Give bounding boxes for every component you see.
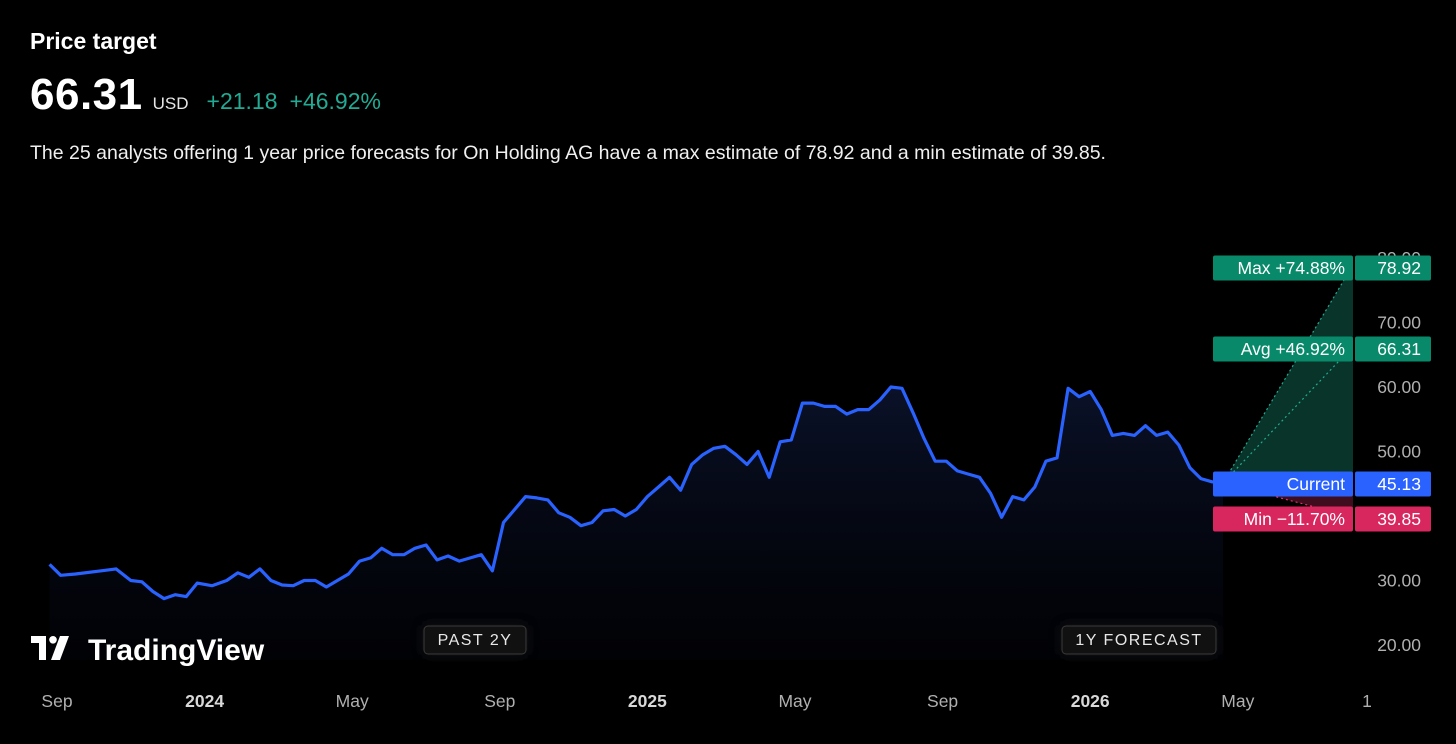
y-tick-label: 70.00 — [1377, 313, 1421, 333]
current-label-text: Current — [1287, 474, 1345, 494]
avg-label-bg — [1213, 336, 1353, 362]
price-area-fill — [49, 387, 1224, 660]
price-line — [48, 385, 1224, 601]
max-forecast-line — [1222, 264, 1354, 484]
current-value-text: 45.13 — [1377, 474, 1421, 494]
page-title: Price target — [30, 28, 157, 54]
max-label-group: Max +74.88% 78.92 — [1213, 255, 1431, 281]
avg-value-text: 66.31 — [1377, 339, 1421, 359]
y-tick-label: 50.00 — [1377, 442, 1421, 462]
x-tick-label: 2024 — [185, 691, 224, 711]
avg-label-text: Avg +46.92% — [1241, 339, 1345, 359]
price-row: 66.31 USD +21.18 +46.92% — [30, 70, 381, 120]
tradingview-logo-text: TradingView — [88, 634, 265, 667]
x-tick-label: Sep — [41, 691, 72, 711]
min-value-bg — [1355, 506, 1431, 532]
current-value-bg — [1355, 471, 1431, 497]
x-tick-label: Sep — [927, 691, 958, 711]
current-label-group: Current 45.13 — [1213, 471, 1431, 497]
x-tick-label: May — [1221, 691, 1254, 711]
current-label-bg — [1213, 471, 1353, 497]
x-tick-label: May — [778, 691, 811, 711]
y-tick-label: 60.00 — [1377, 377, 1421, 397]
min-label-bg — [1213, 506, 1353, 532]
max-value-bg — [1355, 255, 1431, 281]
analyst-description: The 25 analysts offering 1 year price fo… — [30, 142, 1106, 164]
avg-forecast-line — [1222, 345, 1354, 484]
y-tick-label: 30.00 — [1377, 571, 1421, 591]
change-percent: +46.92% — [289, 88, 381, 114]
avg-label-group: Avg +46.92% 66.31 — [1213, 336, 1431, 362]
currency-label: USD — [152, 94, 189, 113]
max-label-text: Max +74.88% — [1238, 258, 1346, 278]
x-tick-label: 1 — [1362, 691, 1372, 711]
tradingview-logo-icon — [31, 636, 69, 660]
min-label-group: Min −11.70% 39.85 — [1213, 506, 1431, 532]
x-tick-label: Sep — [484, 691, 515, 711]
x-tick-label: 2026 — [1071, 691, 1110, 711]
past-2y-label: PAST 2Y — [438, 632, 513, 649]
x-tick-label: 2025 — [628, 691, 667, 711]
past-2y-tag: PAST 2Y — [423, 625, 527, 655]
price-target-value: 66.31 — [30, 70, 143, 119]
change-absolute: +21.18 — [206, 88, 278, 114]
min-label-text: Min −11.70% — [1244, 509, 1345, 529]
max-label-bg — [1213, 255, 1353, 281]
avg-value-bg — [1355, 336, 1431, 362]
forecast-1y-tag: 1Y FORECAST — [1061, 625, 1217, 655]
forecast-1y-label: 1Y FORECAST — [1075, 632, 1202, 649]
x-tick-label: May — [336, 691, 369, 711]
min-value-text: 39.85 — [1377, 509, 1421, 529]
max-value-text: 78.92 — [1377, 258, 1421, 278]
y-tick-label: 20.00 — [1377, 635, 1421, 655]
